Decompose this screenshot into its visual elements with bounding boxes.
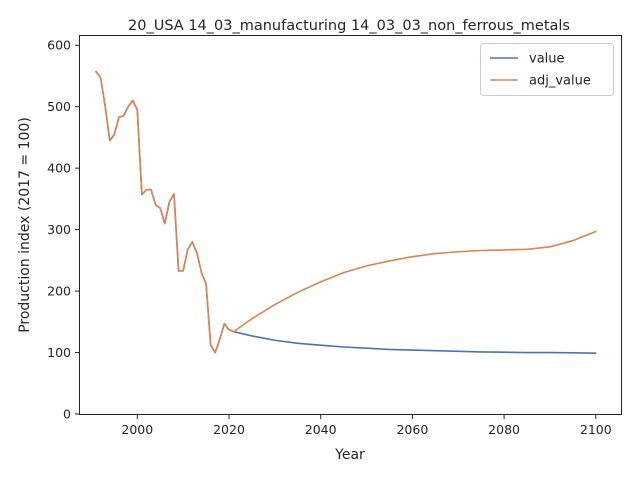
chart-title: 20_USA 14_03_manufacturing 14_03_03_non_…	[128, 18, 570, 34]
series-line-adj-value	[95, 70, 597, 354]
plot-lines	[95, 70, 597, 354]
y-tick-label: 200	[47, 284, 71, 299]
y-axis-title: Production index (2017 = 100)	[17, 117, 33, 333]
plot-frame	[79, 35, 622, 415]
legend-box	[480, 43, 614, 96]
legend-label-value: value	[529, 52, 565, 67]
series-line-value	[95, 70, 597, 354]
y-axis: 0 100 200 300 400 500 600	[47, 38, 80, 422]
x-tick-label: 2060	[396, 422, 428, 437]
y-tick-label: 400	[47, 161, 71, 176]
x-tick-label: 2040	[305, 422, 337, 437]
y-tick-label: 600	[47, 38, 71, 53]
x-tick-label: 2020	[213, 422, 245, 437]
y-tick-label: 0	[63, 407, 71, 422]
x-tick-label: 2100	[580, 422, 612, 437]
x-tick-label: 2080	[488, 422, 520, 437]
x-axis-title: Year	[334, 447, 365, 463]
legend: value adj_value	[480, 43, 614, 96]
legend-label-adj-value: adj_value	[529, 74, 591, 89]
y-tick-label: 100	[47, 345, 71, 360]
x-tick-label: 2000	[121, 422, 153, 437]
x-axis: 2000 2020 2040 2060 2080 2100	[121, 414, 612, 437]
y-tick-label: 500	[47, 99, 71, 114]
y-tick-label: 300	[47, 222, 71, 237]
